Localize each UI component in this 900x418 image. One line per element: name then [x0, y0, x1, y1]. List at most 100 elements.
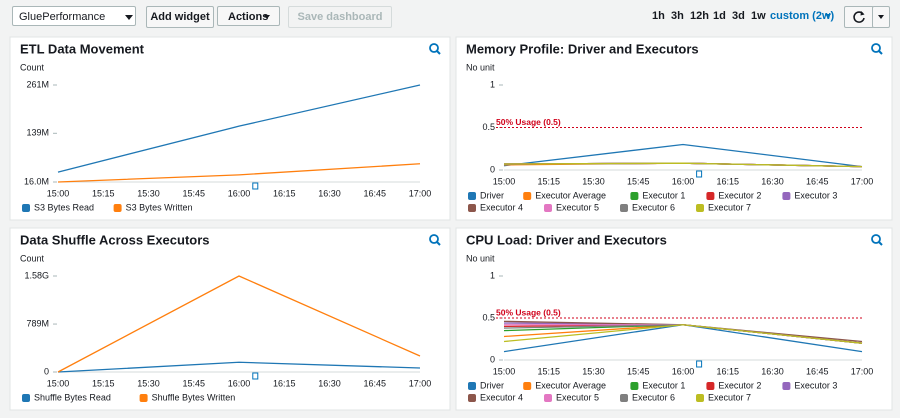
- series-line: [503, 324, 863, 344]
- legend-swatch: [139, 394, 148, 402]
- dashboard-name: GluePerformance: [19, 11, 106, 23]
- legend-label: Executor 1: [642, 190, 685, 200]
- range-option[interactable]: 1w: [751, 10, 766, 22]
- y-axis-label: No unit: [466, 62, 495, 72]
- widget-title: Data Shuffle Across Executors: [20, 232, 210, 247]
- widget-title: Memory Profile: Driver and Executors: [466, 41, 699, 56]
- x-tick-label: 15:45: [182, 378, 205, 388]
- y-tick-label: 0: [44, 366, 49, 376]
- legend-swatch: [544, 394, 552, 402]
- x-tick-label: 15:00: [47, 188, 70, 198]
- range-option[interactable]: 1h: [652, 10, 665, 22]
- zoom-icon: [871, 234, 881, 244]
- legend-swatch: [113, 204, 122, 212]
- legend-label: Executor 7: [708, 392, 751, 402]
- x-tick-label: 16:30: [318, 378, 341, 388]
- zoom-icon-handle: [436, 241, 441, 246]
- refresh-button[interactable]: [844, 6, 874, 28]
- legend-label: Executor 6: [632, 202, 675, 212]
- x-tick-label: 15:45: [627, 366, 650, 376]
- legend-label: Executor 6: [632, 392, 675, 402]
- legend-label: Shuffle Bytes Read: [34, 392, 111, 402]
- legend-label: S3 Bytes Read: [34, 202, 94, 212]
- series-line: [503, 162, 863, 168]
- legend-swatch: [544, 204, 552, 212]
- zoom-icon-handle: [878, 50, 883, 55]
- x-tick-label: 16:00: [228, 188, 251, 198]
- y-tick-label: 1: [490, 270, 495, 280]
- x-tick-label: 16:15: [273, 188, 296, 198]
- zoom-icon: [871, 43, 881, 53]
- time-marker: [696, 170, 703, 178]
- y-tick-label: 1.58G: [24, 270, 49, 280]
- legend-label: Executor Average: [535, 190, 606, 200]
- x-tick-label: 15:30: [137, 378, 160, 388]
- widget-panel: [455, 227, 893, 411]
- legend-swatch: [468, 204, 476, 212]
- x-tick-label: 15:15: [92, 378, 115, 388]
- legend-swatch: [630, 382, 639, 390]
- x-tick-label: 15:45: [627, 176, 650, 186]
- legend-swatch: [620, 204, 628, 212]
- x-tick-label: 15:00: [493, 366, 516, 376]
- series-line: [57, 361, 421, 373]
- actions-button[interactable]: Actions: [217, 6, 280, 26]
- x-tick-label: 16:45: [363, 188, 386, 198]
- legend-label: Driver: [480, 380, 504, 390]
- legend-swatch: [468, 394, 476, 402]
- x-tick-label: 17:00: [409, 188, 432, 198]
- legend-swatch: [696, 394, 704, 402]
- x-tick-label: 16:15: [273, 378, 296, 388]
- x-tick-label: 17:00: [409, 378, 432, 388]
- legend-swatch: [22, 394, 30, 402]
- widget-title: CPU Load: Driver and Executors: [466, 232, 667, 247]
- range-option[interactable]: 12h: [690, 10, 709, 22]
- refresh-icon: [853, 11, 865, 23]
- threshold-label: 50% Usage (0.5): [496, 117, 561, 127]
- x-tick-label: 15:00: [493, 176, 516, 186]
- zoom-icon-handle: [436, 50, 441, 55]
- range-option[interactable]: 3h: [671, 10, 684, 22]
- x-tick-label: 15:15: [92, 188, 115, 198]
- y-tick-label: 261M: [26, 79, 49, 89]
- actions-label: Actions: [228, 11, 269, 23]
- legend-swatch: [468, 382, 476, 390]
- series-line: [57, 84, 421, 173]
- range-option-selected[interactable]: custom (2w): [770, 10, 835, 22]
- legend-label: Driver: [480, 190, 504, 200]
- x-tick-label: 15:30: [582, 366, 605, 376]
- legend-label: Executor 5: [556, 202, 599, 212]
- range-option[interactable]: 1d: [713, 10, 726, 22]
- threshold-label: 50% Usage (0.5): [496, 307, 561, 317]
- legend-label: Shuffle Bytes Written: [152, 392, 236, 402]
- legend-label: Executor 4: [480, 202, 523, 212]
- x-tick-label: 17:00: [851, 366, 874, 376]
- y-tick-label: 0: [490, 164, 495, 174]
- time-marker: [252, 182, 259, 190]
- legend-swatch: [782, 192, 791, 200]
- series-line: [503, 143, 863, 168]
- widget-panel: [455, 36, 893, 221]
- legend-swatch: [782, 382, 791, 390]
- time-marker: [252, 372, 259, 380]
- x-tick-label: 15:45: [182, 188, 205, 198]
- time-marker: [696, 360, 703, 368]
- y-tick-label: 0: [490, 354, 495, 364]
- x-tick-label: 16:15: [716, 366, 739, 376]
- x-tick-label: 17:00: [851, 176, 874, 186]
- y-tick-label: 139M: [26, 128, 49, 138]
- caret: [125, 15, 133, 20]
- x-tick-label: 16:00: [672, 366, 695, 376]
- dashboard-select[interactable]: GluePerformance: [12, 6, 136, 26]
- x-tick-label: 16:45: [806, 366, 829, 376]
- x-tick-label: 15:30: [582, 176, 605, 186]
- refresh-options-button[interactable]: [872, 6, 890, 28]
- series-line: [57, 275, 421, 373]
- save-dashboard-button[interactable]: Save dashboard: [288, 6, 392, 28]
- y-tick-label: 789M: [26, 318, 49, 328]
- widget-panel: [9, 227, 451, 411]
- add-widget-button[interactable]: Add widget: [146, 6, 214, 28]
- range-option[interactable]: 3d: [732, 10, 745, 22]
